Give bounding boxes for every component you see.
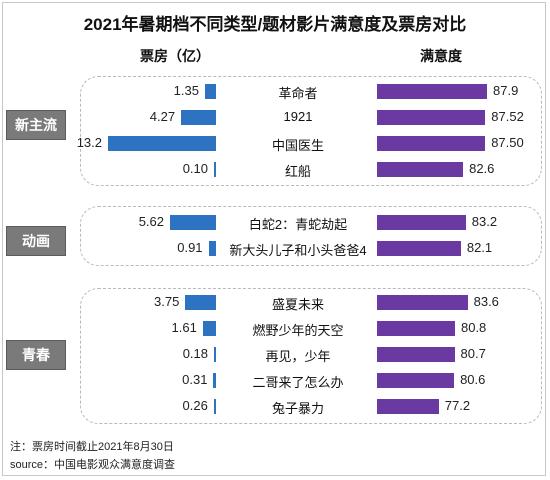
box-office-bar bbox=[108, 135, 216, 151]
box-office-bar bbox=[204, 83, 216, 99]
film-title: 二哥来了怎么办 bbox=[252, 375, 344, 390]
box-office-label: 13.2 bbox=[76, 135, 102, 150]
satisfaction-bar bbox=[377, 346, 455, 362]
satisfaction-bar bbox=[377, 398, 439, 414]
group-tag: 动画 bbox=[6, 226, 66, 256]
satisfaction-bar bbox=[377, 294, 468, 310]
satisfaction-column-header: 满意度 bbox=[420, 48, 462, 64]
box-office-bar bbox=[185, 294, 216, 310]
satisfaction-label: 80.8 bbox=[460, 320, 487, 335]
film-title: 新大头儿子和小头爸爸4 bbox=[229, 243, 367, 258]
satisfaction-label: 87.9 bbox=[493, 83, 519, 98]
box-office-label: 0.91 bbox=[177, 240, 203, 255]
chart-title: 2021年暑期档不同类型/题材影片满意度及票房对比 bbox=[83, 15, 467, 34]
film-title: 燃野少年的天空 bbox=[252, 323, 344, 338]
group-tag: 新主流 bbox=[6, 110, 66, 140]
box-office-bar bbox=[213, 398, 216, 414]
box-office-bar bbox=[170, 214, 216, 230]
box-office-bar bbox=[213, 372, 216, 388]
box-office-bar bbox=[214, 161, 216, 177]
box-office-label: 1.61 bbox=[171, 320, 197, 335]
satisfaction-bar bbox=[377, 109, 486, 125]
box-office-label: 1.35 bbox=[173, 83, 199, 98]
satisfaction-bar bbox=[377, 83, 487, 99]
box-office-bar bbox=[214, 346, 216, 362]
satisfaction-bar bbox=[377, 320, 455, 336]
satisfaction-bar bbox=[377, 214, 466, 230]
box-office-label: 0.26 bbox=[182, 398, 208, 413]
box-office-bar bbox=[208, 240, 216, 256]
film-title: 再见，少年 bbox=[265, 349, 331, 364]
satisfaction-label: 83.2 bbox=[471, 214, 498, 229]
box-office-label: 0.10 bbox=[182, 161, 208, 176]
satisfaction-label: 80.6 bbox=[460, 372, 486, 387]
footer-source: source：中国电影观众满意度调查 bbox=[10, 459, 176, 471]
group-box bbox=[80, 206, 542, 266]
satisfaction-label: 83.6 bbox=[473, 294, 499, 309]
film-title: 盛夏未来 bbox=[271, 297, 324, 312]
satisfaction-label: 80.7 bbox=[460, 346, 486, 361]
box-office-label: 5.62 bbox=[138, 214, 165, 229]
group-tag: 青春 bbox=[6, 340, 66, 370]
satisfaction-bar bbox=[377, 372, 455, 388]
box-office-label: 3.75 bbox=[154, 294, 180, 309]
film-title: 中国医生 bbox=[271, 138, 324, 153]
film-title: 白蛇2：青蛇劫起 bbox=[248, 217, 348, 232]
box-office-label: 0.18 bbox=[182, 346, 208, 361]
satisfaction-label: 82.1 bbox=[466, 240, 493, 255]
box-office-column-header: 票房（亿） bbox=[140, 48, 210, 64]
satisfaction-bar bbox=[377, 135, 486, 151]
satisfaction-label: 87.52 bbox=[491, 109, 524, 124]
film-title: 红船 bbox=[284, 164, 311, 179]
film-title: 革命者 bbox=[278, 86, 318, 101]
film-title: 兔子暴力 bbox=[271, 401, 324, 416]
satisfaction-label: 82.6 bbox=[469, 161, 495, 176]
satisfaction-label: 87.50 bbox=[491, 135, 524, 150]
group-box bbox=[80, 288, 542, 424]
satisfaction-bar bbox=[377, 240, 461, 256]
footer-note: 注：票房时间截止2021年8月30日 bbox=[10, 441, 174, 453]
film-title: 1921 bbox=[283, 109, 313, 124]
chart-frame bbox=[2, 2, 546, 476]
satisfaction-bar bbox=[377, 161, 464, 177]
box-office-label: 0.31 bbox=[182, 372, 208, 387]
box-office-bar bbox=[202, 320, 216, 336]
box-office-bar bbox=[181, 109, 216, 125]
group-box bbox=[80, 76, 542, 186]
box-office-label: 4.27 bbox=[149, 109, 176, 124]
satisfaction-label: 77.2 bbox=[444, 398, 471, 413]
